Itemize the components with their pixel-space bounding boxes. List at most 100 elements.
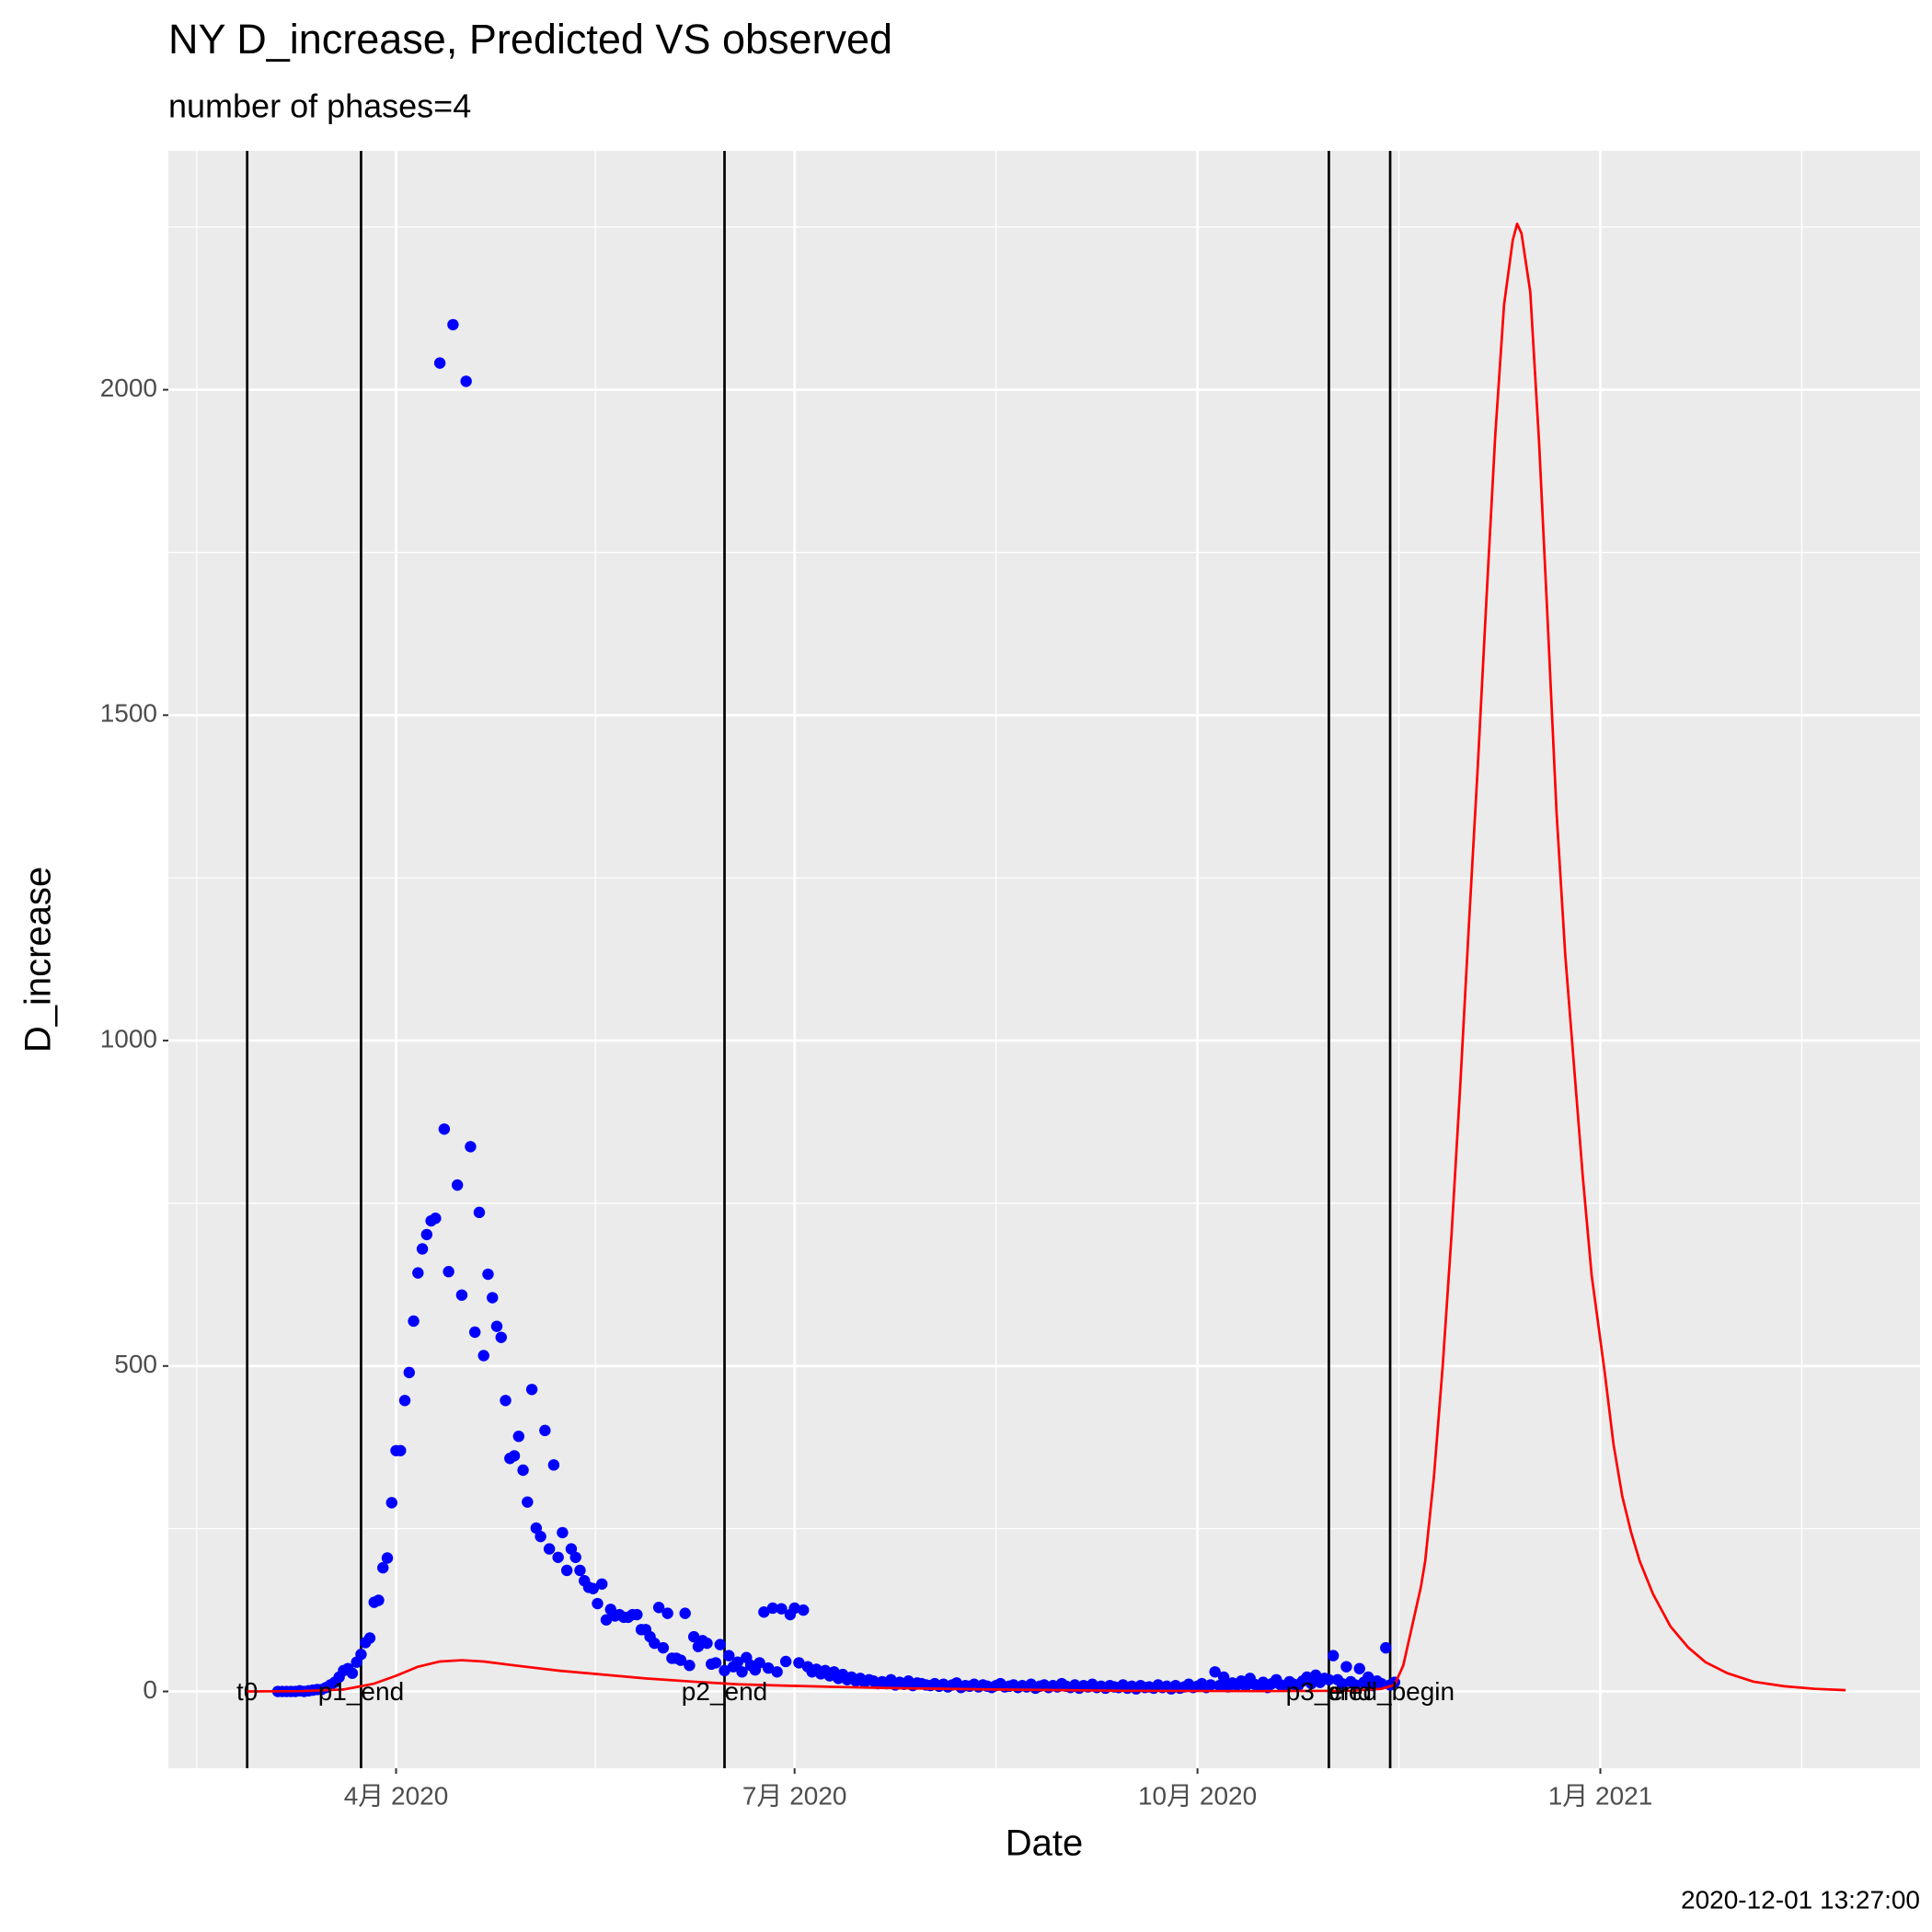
point (469, 1326, 481, 1339)
point (758, 1606, 770, 1618)
point (684, 1660, 696, 1672)
point (398, 1395, 411, 1407)
y-tick-label: 500 (114, 1350, 157, 1378)
point (652, 1602, 665, 1614)
x-tick-label: 4月 2020 (344, 1781, 449, 1810)
point (719, 1664, 730, 1677)
point (1327, 1650, 1340, 1662)
point (771, 1666, 783, 1678)
x-tick-label: 10月 2020 (1138, 1781, 1257, 1810)
point (709, 1657, 722, 1669)
y-axis-title: D_increase (18, 867, 59, 1052)
point (587, 1582, 599, 1594)
point (701, 1637, 713, 1650)
point (596, 1578, 608, 1590)
phase-label: p1_end (318, 1677, 404, 1706)
phase-label: t0 (236, 1677, 258, 1706)
point (517, 1464, 529, 1477)
point (1380, 1641, 1392, 1654)
point (443, 1266, 454, 1278)
point (552, 1551, 564, 1563)
point (473, 1206, 486, 1219)
point (631, 1608, 643, 1621)
point (1363, 1671, 1374, 1684)
point (460, 375, 472, 387)
point (438, 1123, 451, 1135)
point (482, 1268, 494, 1281)
point (381, 1552, 394, 1564)
point (1323, 1673, 1335, 1685)
point (416, 1243, 429, 1255)
point (762, 1662, 775, 1674)
point (1305, 1677, 1317, 1690)
chart-title: NY D_increase, Predicted VS observed (168, 16, 892, 63)
point (385, 1497, 397, 1509)
point (1209, 1666, 1221, 1678)
x-tick-label: 1月 2021 (1548, 1781, 1653, 1810)
point (714, 1639, 726, 1650)
point (355, 1648, 367, 1661)
point (574, 1564, 586, 1577)
point (512, 1431, 524, 1443)
y-tick-label: 1000 (100, 1024, 157, 1052)
point (674, 1654, 687, 1666)
point (776, 1603, 788, 1615)
point (525, 1384, 538, 1396)
point (346, 1667, 359, 1679)
point (373, 1594, 385, 1606)
point (430, 1213, 442, 1225)
point (600, 1614, 613, 1626)
point (535, 1530, 546, 1543)
point (688, 1630, 700, 1643)
point (1217, 1671, 1230, 1684)
point (539, 1424, 551, 1437)
caption: 2020-12-01 13:27:00 (1681, 1885, 1920, 1914)
predicted-line (247, 222, 1846, 1693)
point (779, 1655, 792, 1668)
point (455, 1289, 468, 1301)
point (377, 1561, 389, 1574)
point (508, 1450, 521, 1462)
phase-label: p2_end (682, 1677, 767, 1706)
point (736, 1666, 748, 1678)
point (766, 1602, 779, 1615)
plot-panel (168, 151, 1920, 1768)
point (565, 1543, 578, 1555)
point (490, 1320, 503, 1332)
point (447, 318, 459, 331)
point (543, 1543, 556, 1555)
point (569, 1551, 581, 1563)
point (661, 1607, 673, 1619)
point (547, 1459, 560, 1471)
point (557, 1526, 569, 1539)
point (1340, 1661, 1352, 1673)
point (788, 1602, 800, 1615)
point (1204, 1679, 1217, 1691)
point (657, 1641, 670, 1654)
grid (168, 151, 1920, 1768)
point (793, 1657, 805, 1669)
point (592, 1597, 604, 1610)
point (731, 1656, 743, 1668)
point (500, 1395, 512, 1407)
point (649, 1637, 661, 1650)
point (679, 1607, 691, 1619)
point (465, 1141, 477, 1153)
y-tick-label: 0 (143, 1675, 157, 1704)
y-tick-label: 2000 (100, 374, 157, 402)
point (395, 1444, 407, 1456)
point (560, 1564, 573, 1577)
chart-subtitle: number of phases=4 (168, 87, 471, 125)
point (1353, 1662, 1365, 1674)
x-axis-title: Date (1006, 1823, 1084, 1864)
point (1336, 1677, 1348, 1690)
point (723, 1650, 735, 1662)
phase-label: p3_end (1286, 1677, 1372, 1706)
point (798, 1604, 810, 1616)
point (1349, 1679, 1362, 1691)
point (408, 1315, 420, 1328)
point (487, 1292, 499, 1304)
